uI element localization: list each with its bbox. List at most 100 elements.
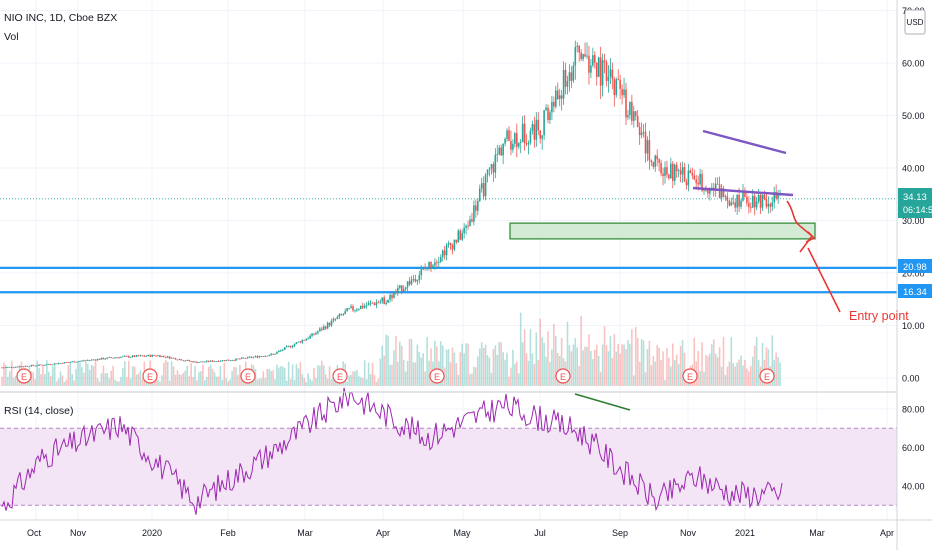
candle-body — [391, 294, 393, 299]
currency-badge[interactable]: USD — [904, 9, 926, 35]
candle-body — [742, 190, 744, 201]
volume-bar — [675, 354, 678, 386]
volume-bar — [176, 370, 179, 386]
candle-body — [48, 364, 50, 366]
candle-body — [588, 55, 590, 73]
volume-bar — [490, 372, 493, 386]
candle-body — [418, 275, 421, 281]
volume-bar — [603, 326, 606, 386]
volume-bar — [371, 362, 374, 386]
volume-bar — [740, 355, 742, 386]
volume-bar — [408, 338, 411, 386]
volume-bar — [387, 335, 389, 386]
candle-body — [365, 305, 368, 307]
candle-body — [673, 164, 676, 181]
volume-label[interactable]: Vol — [4, 31, 19, 43]
volume-bar — [568, 345, 571, 386]
volume-bar — [588, 334, 590, 386]
volume-bar — [46, 360, 48, 386]
candle-body — [404, 287, 407, 290]
volume-bar — [664, 380, 666, 386]
volume-bar — [198, 372, 200, 386]
candle-body — [475, 205, 477, 211]
volume-bar — [652, 356, 655, 386]
candle-body — [603, 60, 606, 63]
price-tick-label: 50.00 — [902, 111, 925, 121]
candle-body — [190, 361, 192, 362]
symbol-title[interactable]: NIO INC, 1D, Cboe BZX — [4, 12, 117, 24]
candle-body — [570, 72, 573, 81]
candle-body — [356, 309, 358, 311]
volume-bar — [219, 366, 222, 386]
volume-bar — [471, 373, 473, 386]
candle-body — [670, 163, 672, 179]
volume-bar — [654, 361, 657, 386]
candle-body — [543, 110, 545, 136]
candle-body — [685, 181, 688, 186]
volume-bar — [161, 375, 163, 386]
candle-body — [307, 338, 309, 340]
candle-body — [541, 135, 543, 139]
candle-body — [597, 57, 600, 77]
volume-bar — [488, 357, 491, 386]
volume-bar — [311, 380, 313, 386]
candle-body — [88, 360, 91, 361]
candle-body — [280, 350, 282, 352]
candle-body — [209, 360, 212, 362]
time-axis[interactable]: Oct Nov 2020 Feb Mar Apr May Jul Sep Nov 2021 Mar Ap… — [27, 528, 894, 538]
rsi-axis[interactable]: 80.00 60.00 40.00 — [902, 405, 925, 492]
candle-body — [759, 194, 762, 208]
volume-bar — [599, 371, 602, 386]
candle-body — [340, 314, 343, 315]
candle-body — [412, 279, 415, 280]
volume-bar — [478, 348, 481, 386]
volume-bar — [305, 381, 307, 386]
candle-body — [512, 143, 514, 150]
candle-body — [480, 183, 483, 189]
rsi-label[interactable]: RSI (14, close) — [4, 405, 73, 417]
volume-bar — [391, 364, 393, 386]
volume-bar — [71, 374, 73, 386]
volume-bar — [720, 366, 723, 386]
volume-bar — [611, 357, 614, 386]
rsi-divergence-line — [574, 393, 631, 411]
candle-body — [112, 357, 114, 359]
volume-bar — [539, 318, 541, 386]
volume-bar — [280, 366, 282, 386]
volume-bar — [94, 360, 97, 386]
volume-bar — [592, 359, 594, 386]
volume-bar — [313, 367, 315, 386]
volume-bar — [666, 348, 668, 386]
candle-body — [455, 239, 458, 243]
candle-body — [270, 353, 272, 356]
volume-bar — [69, 361, 72, 386]
candle-body — [634, 111, 637, 117]
volume-bar — [283, 367, 286, 386]
candle-body — [174, 358, 177, 360]
volume-bar — [504, 359, 506, 386]
volume-bar — [400, 346, 403, 386]
volume-bar — [274, 379, 276, 386]
candle-body — [264, 355, 267, 357]
candle-body — [3, 367, 5, 369]
volume-bar — [416, 344, 419, 386]
candle-body — [126, 355, 128, 357]
candle-body — [40, 364, 42, 366]
candle-body — [751, 195, 754, 208]
time-tick-label: Apr — [880, 528, 894, 538]
candle-body — [461, 233, 463, 240]
price-tick-label: 60.00 — [902, 59, 925, 69]
candle-body — [453, 239, 456, 250]
volume-bar — [385, 334, 387, 386]
candle-body — [642, 131, 645, 133]
candle-body — [184, 360, 187, 362]
candle-body — [59, 363, 62, 364]
earnings-marker — [759, 368, 775, 384]
candle-body — [668, 174, 670, 179]
volume-bar — [90, 364, 93, 386]
volume-bar — [482, 348, 485, 386]
volume-bar — [122, 368, 124, 386]
volume-bar — [506, 352, 508, 386]
volume-bar — [486, 355, 489, 386]
volume-bar — [681, 339, 684, 386]
